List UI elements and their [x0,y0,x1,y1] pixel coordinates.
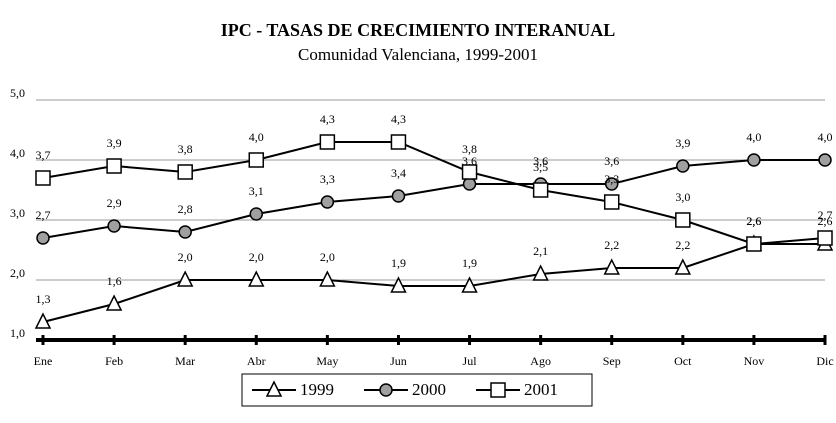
value-label: 2,0 [320,250,335,264]
value-label: 1,9 [391,256,406,270]
chart-subtitle: Comunidad Valenciana, 1999-2001 [298,45,538,64]
y-tick-label: 4,0 [10,146,25,160]
marker [747,153,761,167]
x-tick-label: Mar [175,354,195,368]
marker [462,177,477,191]
series-line [42,243,825,323]
value-label: 4,0 [818,130,833,144]
x-tick-label: Jul [463,354,478,368]
legend-label: 2000 [412,380,446,399]
chart-title: IPC - TASAS DE CRECIMIENTO INTERANUAL [221,20,616,40]
value-label: 1,3 [36,292,51,306]
marker [107,219,121,233]
x-tick-label: Jun [390,354,407,368]
y-tick-label: 5,0 [10,86,25,100]
marker [390,276,407,293]
legend-label: 2001 [524,380,558,399]
value-label: 4,3 [320,112,335,126]
series-line [42,159,825,239]
value-label: 3,4 [391,166,406,180]
value-label: 2,0 [178,250,193,264]
marker [320,195,335,209]
marker [34,312,52,329]
value-label: 3,8 [178,142,193,156]
value-label: 3,6 [604,154,619,168]
value-label: 4,0 [249,130,264,144]
marker [391,189,406,203]
value-label: 3,9 [107,136,122,150]
marker [265,380,283,397]
marker [319,134,336,150]
value-label: 2,8 [178,202,193,216]
value-label: 3,1 [249,184,264,198]
marker [248,152,265,168]
marker [36,231,50,245]
value-label: 2,2 [675,238,690,252]
value-label: 3,7 [36,148,51,162]
x-tick-label: Feb [105,354,123,368]
marker [532,182,549,198]
marker [176,270,194,287]
x-tick-label: Nov [744,354,765,368]
value-label: 2,6 [818,214,833,228]
value-label: 3,3 [320,172,335,186]
legend-box [241,373,593,407]
value-label: 1,6 [107,274,122,288]
marker [674,258,692,275]
marker [490,382,506,398]
marker [532,264,549,281]
marker [177,164,193,180]
value-label: 3,0 [675,190,690,204]
marker [461,276,478,293]
marker [675,212,691,228]
marker [390,134,407,150]
marker [379,383,393,397]
marker [818,153,832,167]
x-tick-label: Ene [34,354,53,368]
marker [817,230,833,246]
value-label: 4,0 [746,130,761,144]
marker [746,236,762,252]
value-label: 2,7 [818,208,833,222]
value-label: 2,1 [533,244,548,258]
value-label: 3,3 [604,172,619,186]
x-tick-label: May [316,354,338,368]
y-tick-label: 1,0 [10,326,25,340]
marker [106,158,122,174]
marker [178,225,192,239]
x-tick-label: Sep [603,354,621,368]
value-label: 3,6 [533,154,548,168]
marker [249,207,264,221]
value-label: 2,7 [36,208,51,222]
x-tick-label: Ago [530,354,551,368]
value-label: 3,8 [462,142,477,156]
value-label: 4,3 [391,112,406,126]
x-tick-label: Dic [816,354,833,368]
x-tick-label: Abr [247,354,266,368]
marker [319,270,336,287]
marker [603,258,620,275]
marker [461,164,478,180]
value-label: 2,9 [107,196,122,210]
value-label: 2,2 [604,238,619,252]
value-label: 2,6 [746,214,761,228]
marker [604,177,619,191]
y-tick-label: 2,0 [10,266,25,280]
marker [603,194,620,210]
value-label: 2,6 [746,214,761,228]
series-line [42,141,826,246]
value-label: 3,9 [675,136,690,150]
marker [105,294,123,311]
value-label: 3,5 [533,160,548,174]
marker [35,170,51,186]
marker [248,270,265,287]
legend-label: 1999 [300,380,334,399]
y-tick-label: 3,0 [10,206,25,220]
value-label: 2,0 [249,250,264,264]
value-label: 1,9 [462,256,477,270]
marker [676,159,690,173]
x-tick-label: Oct [674,354,692,368]
